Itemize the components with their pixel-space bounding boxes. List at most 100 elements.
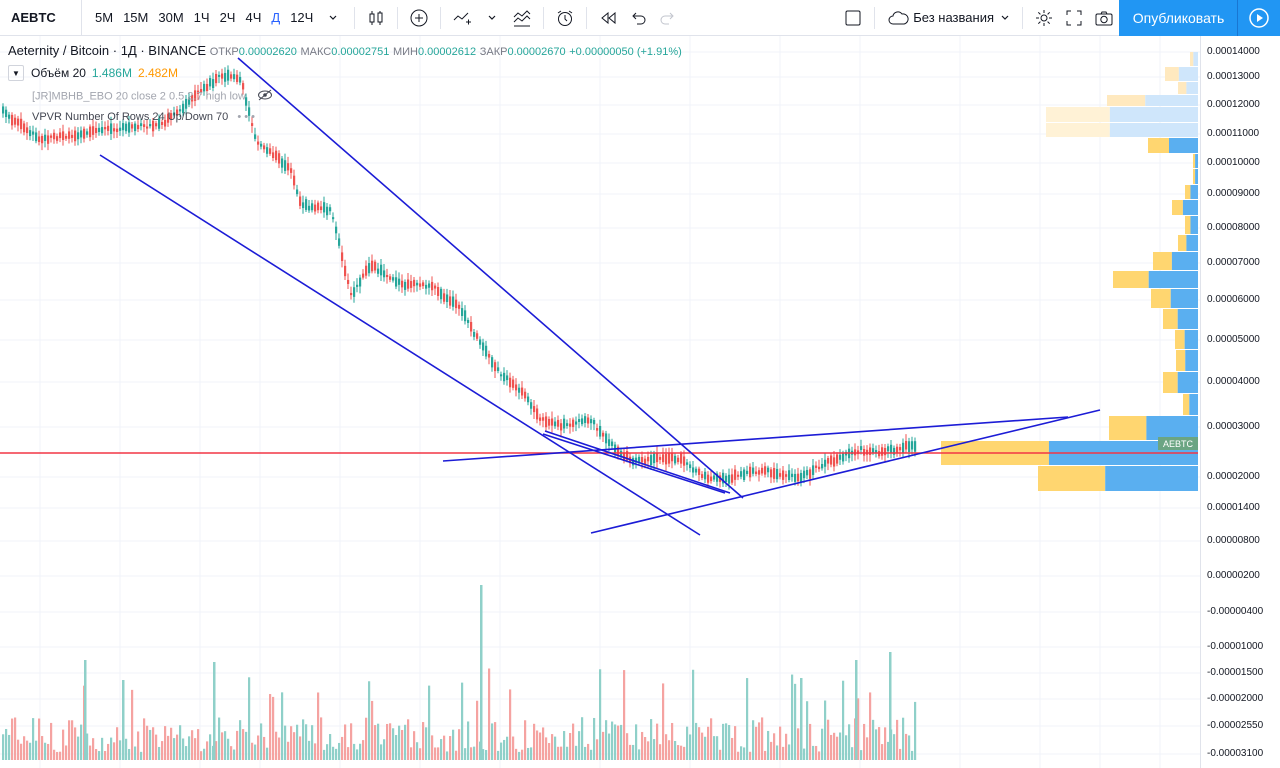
candle-body — [695, 468, 698, 473]
volume-bar — [491, 723, 494, 760]
indicators-icon[interactable] — [507, 0, 537, 36]
settings-gear-icon[interactable] — [1029, 0, 1059, 36]
volume-bar — [206, 741, 209, 760]
chart-pane[interactable] — [0, 36, 1200, 768]
candle-body — [398, 278, 401, 285]
volume-bar — [575, 745, 578, 760]
alert-icon[interactable] — [550, 0, 580, 36]
undo-icon[interactable] — [623, 0, 653, 36]
candle-body — [416, 282, 419, 286]
volume-bar — [443, 735, 446, 760]
volume-bar — [449, 736, 452, 760]
candle-body — [464, 310, 467, 322]
volume-bar — [44, 742, 47, 760]
volume-bar — [857, 698, 860, 760]
candle-body — [188, 97, 191, 105]
volume-bar — [257, 735, 260, 760]
candle-body — [239, 76, 242, 83]
interval-4[interactable]: 2Ч — [219, 10, 236, 25]
volume-bar — [815, 745, 818, 760]
interval-6[interactable]: Д — [271, 10, 281, 25]
hidden-eye-icon[interactable] — [257, 89, 273, 104]
volume-bar — [671, 722, 674, 760]
candle-body — [296, 189, 299, 195]
interval-5[interactable]: 4Ч — [245, 10, 262, 25]
interval-1[interactable]: 15М — [123, 10, 149, 25]
redo-icon[interactable] — [653, 0, 683, 36]
candle-body — [29, 130, 32, 137]
candle-body — [782, 470, 785, 480]
volume-bar — [560, 746, 563, 760]
volume-bar — [26, 740, 29, 760]
camera-icon[interactable] — [1089, 0, 1119, 36]
replay-icon[interactable] — [593, 0, 623, 36]
volume-bar — [749, 751, 752, 760]
candle-body — [302, 202, 305, 209]
layout-square-icon[interactable] — [838, 0, 868, 36]
candle-body — [557, 419, 560, 427]
collapse-legend-button[interactable]: ▼ — [8, 65, 24, 81]
symbol-search[interactable]: AEBTC — [0, 0, 82, 36]
volume-bar — [557, 746, 560, 760]
high-value: 0.00002751 — [331, 46, 390, 58]
volume-bar — [569, 733, 572, 760]
candle-body — [800, 472, 803, 483]
layout-name-button[interactable]: Без названия — [881, 0, 1016, 36]
candle-body — [518, 387, 521, 393]
candle-body — [818, 466, 821, 470]
interval-chevron-icon[interactable] — [318, 0, 348, 36]
candle-body — [884, 447, 887, 456]
candles-icon[interactable] — [361, 0, 391, 36]
vpvr-bar-up — [1113, 271, 1149, 288]
candle-body — [821, 464, 824, 469]
candle-body — [527, 396, 530, 403]
volume-bar — [791, 674, 794, 760]
interval-3[interactable]: 1Ч — [193, 10, 210, 25]
interval-0[interactable]: 5М — [95, 10, 114, 25]
volume-label[interactable]: Объём 20 — [31, 66, 86, 80]
volume-bar — [653, 739, 656, 760]
candle-body — [422, 282, 425, 287]
series-title[interactable]: Aeternity / Bitcoin · 1Д · BINANCE — [8, 43, 207, 58]
candle-body — [272, 152, 275, 159]
candle-body — [269, 148, 272, 154]
compare-icon[interactable] — [447, 0, 477, 36]
volume-bar — [629, 744, 632, 760]
indicator-legend-2[interactable]: VPVR Number Of Rows 24 Up/Down 70 • • • — [32, 111, 255, 123]
play-button[interactable] — [1237, 0, 1280, 36]
indicator-legend-1[interactable]: [JR]MBHB_EBO 20 close 2 0.5 2.7 high low — [32, 89, 273, 104]
volume-bar — [683, 746, 686, 760]
candle-body — [326, 206, 329, 216]
volume-bar — [53, 749, 56, 760]
volume-bar — [434, 747, 437, 760]
volume-bar — [119, 740, 122, 760]
compare-chevron-icon[interactable] — [477, 0, 507, 36]
add-indicator-icon[interactable] — [404, 0, 434, 36]
volume-bar — [32, 718, 35, 760]
volume-bar — [338, 742, 341, 760]
interval-7[interactable]: 12Ч — [290, 10, 314, 25]
publish-button[interactable]: Опубликовать — [1119, 0, 1238, 36]
volume-bar — [437, 747, 440, 760]
volume-bar — [74, 727, 77, 760]
volume-bar — [56, 751, 59, 760]
volume-bar — [149, 729, 152, 760]
fullscreen-icon[interactable] — [1059, 0, 1089, 36]
interval-2[interactable]: 30М — [158, 10, 184, 25]
candle-body — [20, 118, 23, 130]
candle-body — [98, 127, 101, 133]
price-axis[interactable]: 0.00014000 0.00013000 0.00012000 0.00011000… — [1200, 36, 1280, 768]
candle-body — [770, 469, 773, 478]
candle-body — [521, 387, 524, 396]
vpvr-bar-down — [1145, 95, 1198, 106]
candle-body — [581, 418, 584, 425]
candle-body — [689, 464, 692, 469]
candle-body — [44, 134, 47, 141]
volume-bar — [473, 746, 476, 760]
volume-bar — [851, 747, 854, 760]
candle-body — [242, 83, 245, 90]
more-dots-icon[interactable]: • • • — [237, 111, 255, 123]
candle-body — [653, 453, 656, 464]
chart-canvas[interactable] — [0, 36, 1200, 768]
candle-body — [812, 465, 815, 475]
